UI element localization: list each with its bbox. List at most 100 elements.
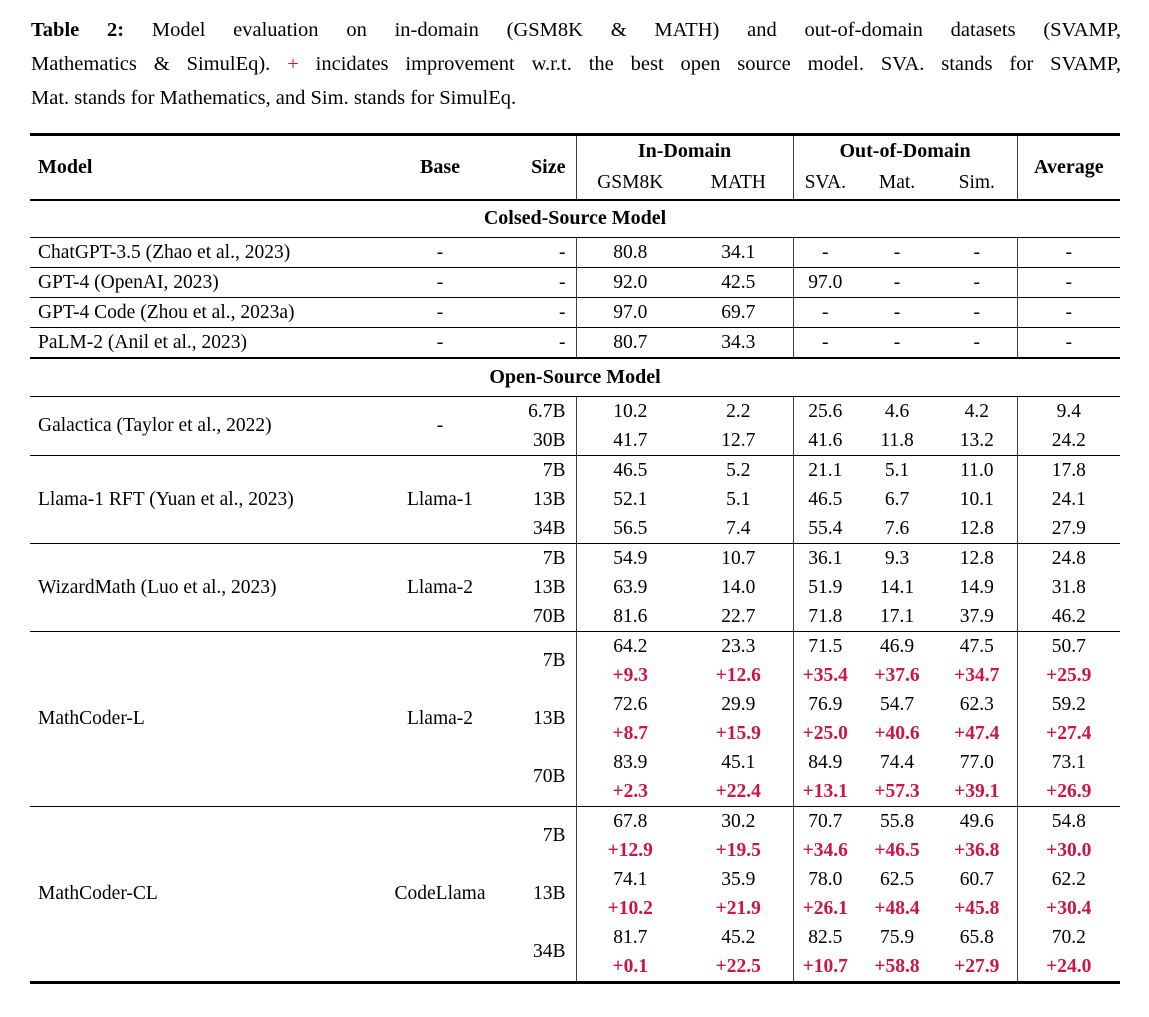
- table-row: MathCoder-CL CodeLlama 7B 67.8 30.2 70.7 55.8 4…: [30, 805, 1121, 982]
- value-cell: 83.9: [575, 747, 684, 777]
- improvement-cell: +39.1: [954, 780, 1000, 802]
- value-cell: -: [937, 297, 1018, 328]
- improvement-cell: +34.7: [954, 664, 1000, 686]
- column-header-size: Size: [531, 155, 566, 178]
- value-cell: 42.5: [684, 267, 794, 298]
- improvement-cell: +25.9: [1016, 660, 1121, 690]
- value-cell: -: [1016, 327, 1121, 358]
- size-cell: 34B: [532, 941, 566, 962]
- base-cell: -: [390, 237, 490, 268]
- value-cell: -: [937, 237, 1018, 268]
- value-cell: 2.2: [684, 395, 794, 426]
- value-cell: 62.5: [879, 868, 915, 890]
- table-row: 30B 41.7 12.7 41.6 11.8 13.2 24.2: [30, 425, 1121, 455]
- improvement-cell: +30.0: [1016, 835, 1121, 865]
- value-cell: -: [1016, 237, 1121, 268]
- improvement-row: +2.3 +22.4 +13.1 +57.3 +39.1 +26.9: [30, 776, 1121, 806]
- model-cell: MathCoder-CL: [30, 805, 390, 982]
- model-cell: GPT-4 (OpenAI, 2023): [30, 267, 390, 298]
- model-cell: MathCoder-L: [30, 630, 390, 806]
- improvement-cell: +19.5: [715, 839, 761, 861]
- value-cell: 22.7: [721, 605, 756, 627]
- value-cell: 54.7: [879, 693, 915, 715]
- value-cell: 46.2: [1016, 601, 1121, 631]
- improvement-cell: +26.9: [1016, 776, 1121, 806]
- value-cell: 24.2: [1016, 425, 1121, 455]
- caption-line-2: Mathematics & SimulEq). + incidates impr…: [31, 47, 1121, 81]
- column-group-in-domain: In-Domain: [575, 134, 794, 167]
- model-cell: GPT-4 Code (Zhou et al., 2023a): [30, 297, 390, 328]
- value-cell: 69.7: [684, 297, 794, 328]
- value-cell: 25.6: [792, 395, 858, 426]
- value-cell: 7.4: [726, 517, 751, 539]
- value-cell: 49.6: [937, 805, 1018, 836]
- value-cell: 11.0: [937, 454, 1018, 485]
- value-cell: 12.8: [959, 517, 994, 539]
- improvement-cell: +35.4: [792, 660, 858, 690]
- value-cell: 14.0: [721, 576, 756, 598]
- size-cell: 7B: [490, 805, 576, 865]
- value-cell: 97.0: [575, 297, 684, 328]
- improvement-cell: +37.6: [874, 664, 920, 686]
- improvement-cell: +21.9: [715, 897, 761, 919]
- value-cell: 24.1: [1016, 484, 1121, 514]
- value-cell: 84.9: [792, 747, 858, 777]
- value-cell: 52.1: [575, 484, 684, 514]
- value-cell: 71.8: [792, 601, 858, 631]
- table-row: 13B 74.1 35.9 78.0 62.5 60.7 62.2: [30, 864, 1121, 904]
- value-cell: 55.8: [857, 805, 938, 836]
- value-cell: 73.1: [1016, 747, 1121, 777]
- value-cell: 60.7: [959, 868, 994, 890]
- improvement-row: +10.2 +21.9 +26.1 +48.4 +45.8 +30.4: [30, 893, 1121, 923]
- value-cell: 24.8: [1016, 542, 1121, 573]
- value-cell: 4.6: [857, 395, 938, 426]
- improvement-cell: +13.1: [792, 776, 858, 806]
- value-cell: -: [937, 267, 1018, 298]
- improvement-cell: +24.0: [1016, 951, 1121, 982]
- column-header-average: Average: [1016, 134, 1121, 200]
- value-cell: 34.3: [684, 327, 794, 358]
- value-cell: 74.4: [879, 751, 915, 773]
- improvement-cell: +46.5: [874, 839, 920, 861]
- value-cell: 10.2: [575, 395, 684, 426]
- table-row: GPT-4 Code (Zhou et al., 2023a) - -97.0 69.…: [30, 297, 1121, 328]
- improvement-cell: +8.7: [575, 718, 684, 748]
- improvement-cell: +58.8: [874, 955, 920, 977]
- value-cell: 76.9: [792, 689, 858, 719]
- value-cell: 12.7: [721, 429, 756, 451]
- improvement-cell: +40.6: [874, 722, 920, 744]
- caption-label: Table 2:: [31, 19, 125, 41]
- results-table: Model Base Size In-Domain Out-of-Domain …: [30, 133, 1121, 984]
- table-row: 13B 63.9 14.0 51.9 14.1 14.9 31.8: [30, 572, 1121, 602]
- value-cell: -: [792, 327, 858, 358]
- value-cell: 80.7: [575, 327, 684, 358]
- value-cell: 27.9: [1016, 513, 1121, 543]
- value-cell: 70.7: [792, 805, 858, 836]
- value-cell: 46.9: [857, 630, 938, 661]
- value-cell: 82.5: [792, 922, 858, 952]
- value-cell: -: [792, 237, 858, 268]
- table-row: MathCoder-L Llama-2 7B 64.2 23.3 71.5 46.9 47.5…: [30, 630, 1121, 806]
- size-cell: 34B: [532, 517, 566, 539]
- column-header-base: Base: [420, 155, 460, 178]
- size-cell: 13B: [532, 488, 566, 510]
- caption-line-3: Mat. stands for Mathematics, and Sim. st…: [31, 87, 517, 109]
- value-cell: 78.0: [792, 864, 858, 894]
- improvement-cell: +9.3: [575, 660, 684, 690]
- value-cell: 81.6: [575, 601, 684, 631]
- size-cell: -: [490, 327, 576, 358]
- table-row: Galactica (Taylor et al., 2022) -6.7B 10.2…: [30, 395, 1121, 455]
- value-cell: 17.1: [879, 605, 915, 627]
- column-header-sim: Sim.: [958, 171, 995, 193]
- table-row: 70B 81.6 22.7 71.8 17.1 37.9 46.2: [30, 601, 1121, 631]
- model-cell: PaLM-2 (Anil et al., 2023): [30, 327, 390, 358]
- improvement-cell: +57.3: [874, 780, 920, 802]
- base-cell: Llama-1: [390, 454, 490, 543]
- value-cell: 11.8: [880, 429, 914, 451]
- table-row: 13B 52.1 5.1 46.5 6.7 10.1 24.1: [30, 484, 1121, 514]
- size-cell: 30B: [532, 429, 566, 451]
- value-cell: 92.0: [575, 267, 684, 298]
- base-cell: CodeLlama: [390, 805, 490, 982]
- size-cell: 13B: [532, 708, 566, 729]
- value-cell: 37.9: [959, 605, 994, 627]
